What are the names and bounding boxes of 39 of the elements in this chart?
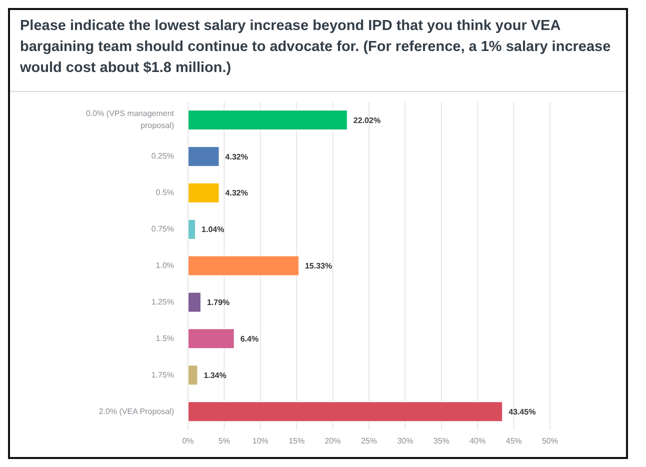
data-label: 6.4%	[240, 334, 259, 344]
bar	[188, 182, 220, 204]
chart-title: Please indicate the lowest salary increase beyond IPD that you think your VEA bargaining team should continue to advocate for. (For reference, a 1% salary increase would cost about $1.8 million.)	[19, 17, 612, 78]
x-tick-label: 30%	[397, 436, 414, 446]
x-tick-label: 25%	[360, 436, 378, 446]
y-tick-label: 2.0% (VEA Proposal)	[98, 406, 174, 416]
bar	[188, 364, 198, 386]
data-label: 4.32%	[225, 188, 248, 198]
data-label: 1.34%	[204, 370, 226, 380]
bar	[188, 146, 220, 167]
y-tick-label: 0.0% (VPS management proposal)	[86, 109, 175, 130]
y-tick-label: 0.5%	[156, 188, 174, 198]
data-label: 22.02%	[353, 116, 381, 125]
bar	[188, 255, 300, 276]
x-tick-label: 40%	[470, 436, 486, 446]
y-tick-label: 1.0%	[156, 261, 174, 270]
y-tick-label: 0.25%	[151, 152, 174, 161]
data-label: 1.04%	[202, 225, 224, 234]
x-tick-label: 5%	[218, 436, 230, 446]
y-tick-label: 1.5%	[156, 334, 174, 343]
x-tick-label: 35%	[433, 436, 450, 446]
data-label: 43.45%	[508, 407, 536, 416]
x-tick-label: 10%	[252, 436, 268, 446]
y-tick-label: 1.25%	[151, 298, 174, 307]
x-tick-label: 20%	[324, 436, 341, 446]
data-label: 1.79%	[206, 298, 230, 308]
bar	[188, 401, 504, 422]
bar	[188, 110, 348, 131]
y-tick-label: 1.75%	[151, 370, 174, 380]
data-label: 4.32%	[225, 152, 248, 162]
bar	[188, 292, 202, 313]
bar	[188, 328, 235, 350]
x-tick-label: 0%	[182, 436, 194, 446]
x-tick-label: 15%	[288, 436, 305, 446]
bar	[188, 218, 196, 240]
x-tick-label: 45%	[506, 436, 522, 446]
x-tick-label: 50%	[542, 436, 558, 446]
data-label: 15.33%	[304, 262, 332, 271]
y-tick-label: 0.75%	[151, 224, 174, 234]
